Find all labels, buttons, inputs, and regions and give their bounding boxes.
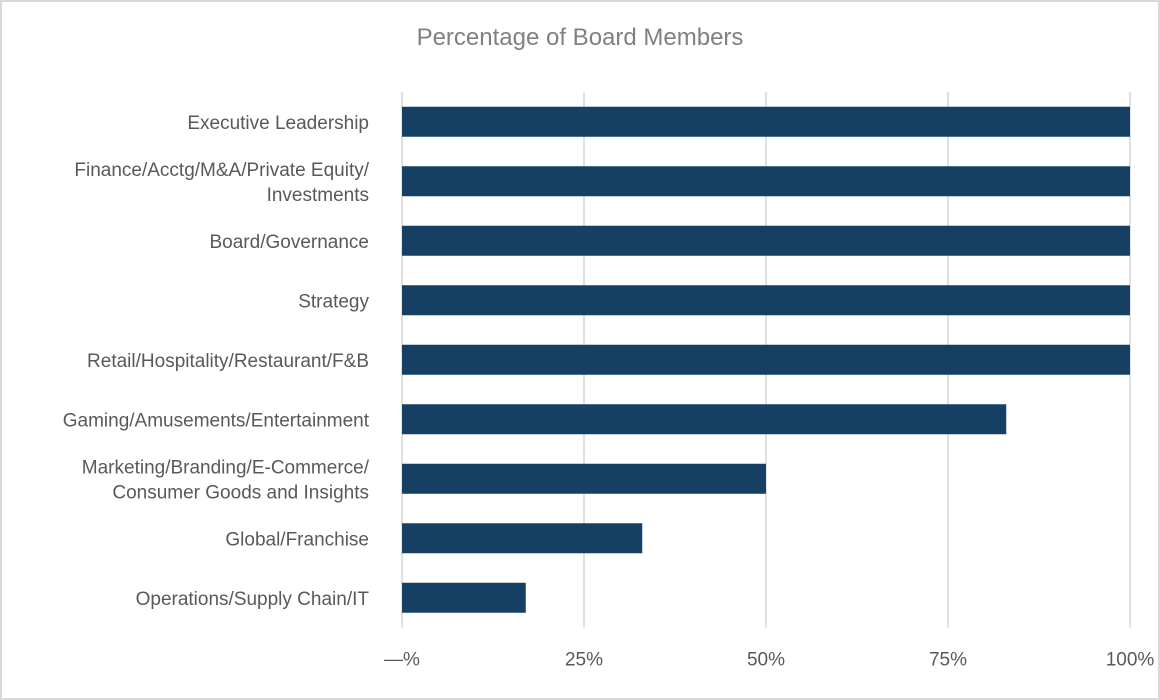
category-label: Global/Franchise [225, 529, 369, 550]
category-label: Gaming/Amusements/Entertainment [63, 410, 370, 431]
bar [402, 225, 1130, 256]
x-tick-labels: —% 25% 50% 75% 100% [384, 650, 1154, 671]
x-tick-label: 75% [929, 650, 967, 671]
bars [402, 106, 1130, 613]
category-label: Investments [267, 185, 369, 206]
category-label: Marketing/Branding/E-Commerce/ [82, 457, 370, 478]
x-tick-label: —% [384, 650, 420, 671]
x-tick-label: 100% [1106, 650, 1155, 671]
category-label: Finance/Acctg/M&A/Private Equity/ [74, 160, 369, 181]
bar [402, 344, 1130, 375]
chart-title: Percentage of Board Members [416, 24, 744, 51]
bar [402, 582, 526, 613]
category-label: Consumer Goods and Insights [112, 482, 369, 503]
bar [402, 285, 1130, 316]
category-label: Board/Governance [210, 232, 370, 253]
bar [402, 463, 766, 494]
category-label: Retail/Hospitality/Restaurant/F&B [87, 351, 369, 372]
bar [402, 404, 1007, 435]
category-label: Strategy [298, 291, 369, 312]
category-label: Operations/Supply Chain/IT [136, 589, 370, 610]
category-labels: Executive Leadership Finance/Acctg/M&A/Pr… [63, 113, 370, 610]
bar [402, 106, 1130, 137]
bar [402, 166, 1130, 197]
x-tick-label: 25% [565, 650, 603, 671]
bar [402, 523, 643, 554]
category-label: Executive Leadership [187, 113, 369, 134]
x-tick-label: 50% [747, 650, 785, 671]
